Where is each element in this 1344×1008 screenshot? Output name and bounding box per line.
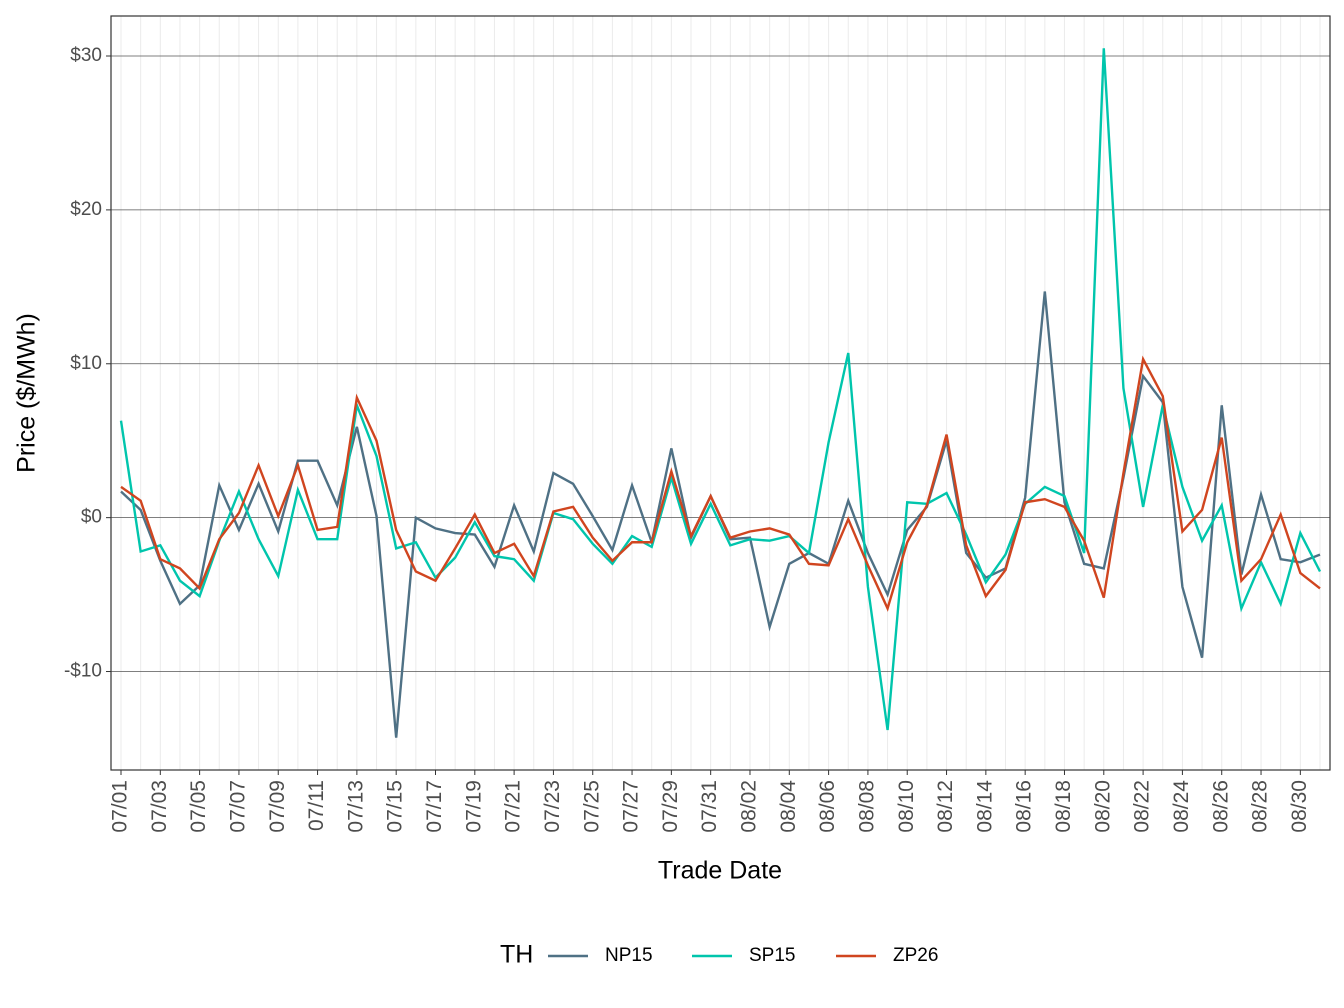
- x-tick-label: 08/30: [1288, 780, 1311, 833]
- x-tick-label: 07/15: [384, 780, 407, 833]
- y-tick-label: -$10: [64, 661, 102, 682]
- x-tick-label: 07/01: [109, 780, 132, 833]
- y-tick-label: $0: [81, 507, 102, 528]
- x-tick-label: 08/20: [1091, 780, 1114, 833]
- panel-border: [110, 15, 1331, 771]
- x-tick-label: 07/19: [462, 780, 485, 833]
- x-tick-label: 08/06: [816, 780, 839, 833]
- x-tick-label: 08/02: [738, 780, 761, 833]
- x-tick-label: 07/23: [541, 780, 564, 833]
- x-tick-label: 08/24: [1170, 780, 1193, 833]
- x-tick-label: 08/10: [895, 780, 918, 833]
- x-tick-label: 07/03: [148, 780, 171, 833]
- x-tick-label: 08/18: [1052, 780, 1075, 833]
- x-tick-label: 08/04: [777, 780, 800, 833]
- x-tick-label: 08/14: [973, 780, 996, 833]
- x-tick-label: 07/27: [620, 780, 643, 833]
- x-tick-label: 08/26: [1209, 780, 1232, 833]
- series-line: [120, 355, 1321, 612]
- legend-label: NP15: [605, 945, 653, 966]
- legend-label: SP15: [749, 945, 795, 966]
- x-tick-label: 08/22: [1131, 780, 1154, 833]
- x-tick-label: 07/25: [580, 780, 603, 833]
- x-tick-label: 07/05: [187, 780, 210, 833]
- y-tick-label: $20: [70, 199, 102, 220]
- y-axis-title: Price ($/MWh): [13, 313, 41, 473]
- x-tick-label: 08/12: [934, 780, 957, 833]
- y-tick-label: $30: [70, 45, 102, 66]
- x-tick-label: 07/17: [423, 780, 446, 833]
- x-axis-title: Trade Date: [658, 857, 782, 885]
- x-tick-label: 08/28: [1249, 780, 1272, 833]
- x-tick-label: 07/09: [266, 780, 289, 833]
- x-tick-label: 07/31: [698, 780, 721, 833]
- x-tick-label: 07/11: [305, 780, 328, 831]
- legend-title: TH: [500, 941, 533, 969]
- x-tick-label: 07/13: [344, 780, 367, 833]
- x-tick-label: 08/16: [1013, 780, 1036, 833]
- series-line: [119, 48, 1322, 731]
- x-tick-label: 07/21: [502, 780, 525, 833]
- x-tick-label: 07/29: [659, 780, 682, 833]
- x-tick-label: 08/08: [855, 780, 878, 833]
- legend-label: ZP26: [893, 945, 938, 966]
- y-tick-label: $10: [70, 353, 102, 374]
- x-tick-label: 07/07: [226, 780, 249, 833]
